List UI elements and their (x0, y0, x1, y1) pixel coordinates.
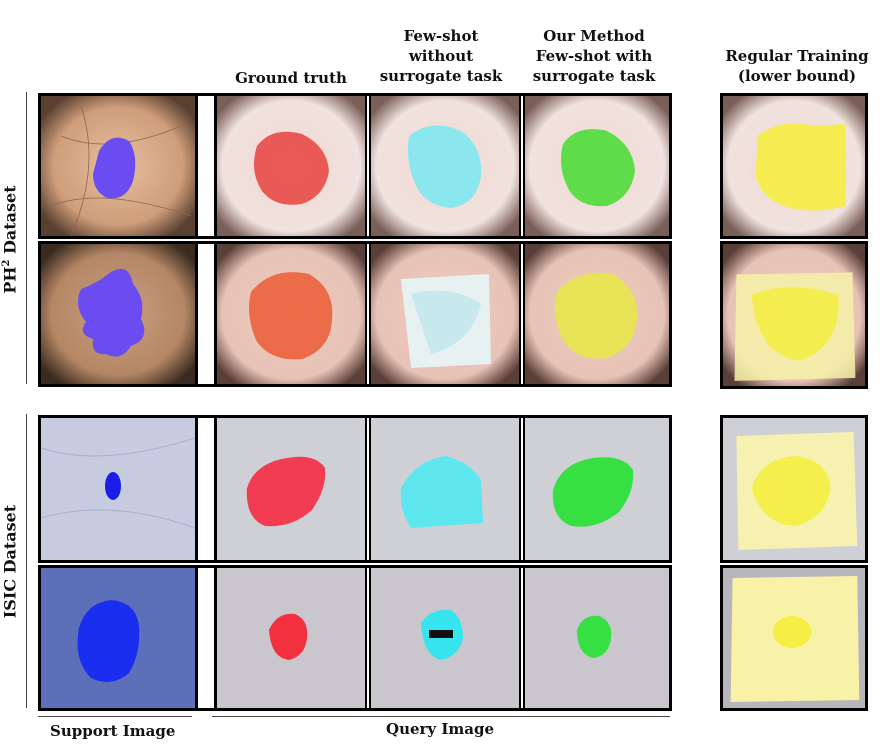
row1-support-mask (93, 137, 136, 199)
row3-gt-mask (246, 456, 326, 527)
header-our-method-line2: Few-shot with (535, 47, 653, 65)
row1-separator (195, 96, 217, 236)
row3-support-mask (105, 472, 121, 500)
row3-few-shot (371, 418, 519, 560)
row3-regular-panel (720, 415, 868, 563)
row1-support-image (41, 96, 195, 236)
row4-our-method (525, 568, 669, 708)
row1-ours-mask (561, 129, 635, 207)
row-label-isic: ISIC Dataset (0, 504, 20, 619)
row2-support-mask (77, 268, 145, 357)
footer-query-image: Query Image (386, 720, 494, 738)
row3-sep2 (365, 418, 371, 560)
row3-our-method (525, 418, 669, 560)
header-few-shot: Few-shot without surrogate task (368, 26, 514, 86)
row1-fs-mask (407, 125, 482, 208)
row1-few-shot (371, 96, 519, 236)
header-regular-line1: Regular Training (725, 47, 869, 65)
header-our-method: Our Method Few-shot with surrogate task (519, 26, 669, 86)
row4-fs-dark-spot (429, 630, 453, 638)
row3-regular-mask (751, 456, 831, 526)
header-our-method-line1: Our Method (543, 27, 645, 45)
row4-few-shot (371, 568, 519, 708)
row2-separator (195, 244, 217, 384)
row4-sep3 (519, 568, 525, 708)
header-our-method-line3: surrogate task (532, 67, 656, 85)
row2-regular-panel (720, 241, 868, 389)
row3-ours-mask (552, 457, 634, 527)
header-ground-truth: Ground truth (235, 69, 347, 87)
row1-main-panel (38, 93, 672, 239)
row3-fs-mask (400, 456, 483, 528)
row4-ours-mask (577, 615, 612, 658)
header-few-shot-line2: without (408, 47, 474, 65)
row3-ground-truth (217, 418, 365, 560)
header-regular-line2: (lower bound) (737, 67, 857, 85)
row3-separator (195, 418, 217, 560)
row2-ground-truth (217, 244, 365, 384)
row2-ours-mask (555, 272, 638, 359)
row2-few-shot (371, 244, 519, 384)
row2-support-image (41, 244, 195, 384)
row1-ground-truth (217, 96, 365, 236)
row1-gt-mask (253, 131, 329, 205)
row1-sep3 (519, 96, 525, 236)
row4-main-panel (38, 565, 672, 711)
header-few-shot-line1: Few-shot (403, 27, 479, 45)
ph2-bracket-line (26, 92, 27, 384)
row3-sep3 (519, 418, 525, 560)
row2-our-method (525, 244, 669, 384)
row4-regular-panel (720, 565, 868, 711)
header-few-shot-line3: surrogate task (379, 67, 503, 85)
row3-main-panel (38, 415, 672, 563)
support-underline (38, 716, 192, 717)
row2-sep2 (365, 244, 371, 384)
row1-regular-mask (755, 123, 846, 211)
header-regular-training: Regular Training (lower bound) (722, 46, 872, 86)
isic-bracket-line (26, 414, 27, 708)
row3-support-image (41, 418, 195, 560)
row1-regular-panel (720, 93, 868, 239)
row4-support-mask (77, 600, 140, 682)
row4-sep2 (365, 568, 371, 708)
row4-support-image (41, 568, 195, 708)
row-label-ph2-prefix: PH (0, 266, 20, 294)
row4-gt-mask (269, 613, 308, 660)
row-label-ph2: PH2 Dataset (1, 180, 20, 300)
row-label-ph2-suffix: Dataset (0, 185, 20, 260)
row1-our-method (525, 96, 669, 236)
row4-ground-truth (217, 568, 365, 708)
row2-sep3 (519, 244, 525, 384)
row1-sep2 (365, 96, 371, 236)
row4-regular-mask (772, 616, 812, 648)
footer-support-image: Support Image (50, 722, 176, 740)
row-label-ph2-sup: 2 (1, 259, 13, 267)
row2-gt-mask (249, 272, 333, 360)
row4-separator (195, 568, 217, 708)
query-underline (212, 716, 670, 717)
row2-main-panel (38, 241, 672, 387)
